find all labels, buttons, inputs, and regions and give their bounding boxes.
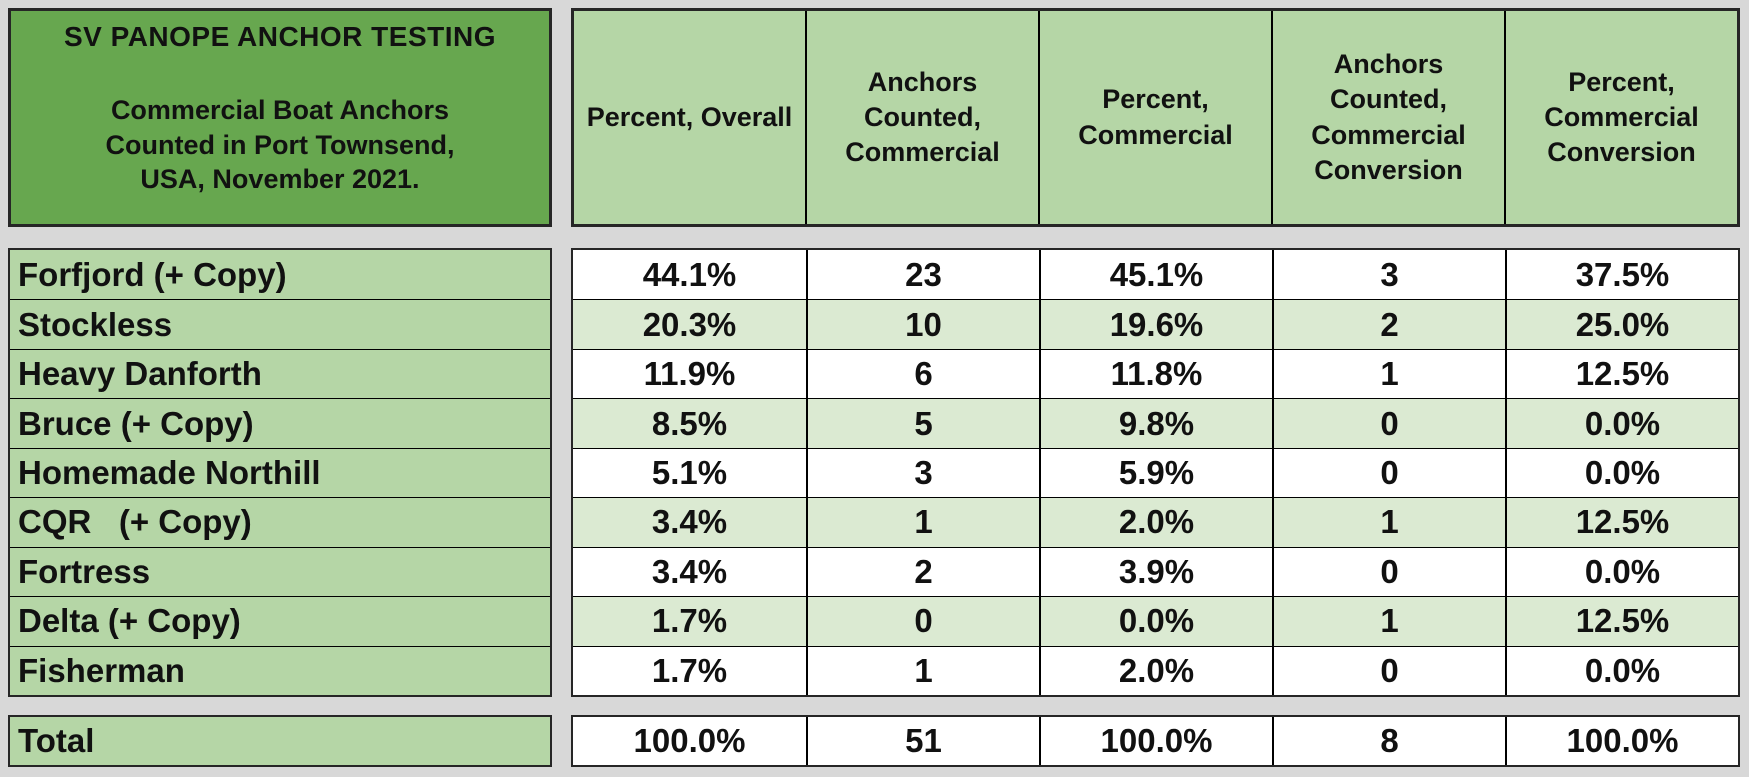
subtitle-line-1: Commercial Boat Anchors bbox=[110, 95, 450, 125]
data-cell: 5 bbox=[806, 399, 1039, 448]
data-cell: 3.9% bbox=[1039, 547, 1272, 597]
data-cell: 0 bbox=[1272, 448, 1505, 498]
table-row-fisherman: 1.7% 1 2.0% 0 0.0% bbox=[573, 645, 1738, 695]
table-row-fortress: 3.4% 2 3.9% 0 0.0% bbox=[573, 546, 1738, 597]
data-cell: 3.4% bbox=[651, 503, 728, 541]
table-row-stockless: 20.3% 10 19.6% 2 25.0% bbox=[573, 299, 1738, 349]
data-cell: 0.0% bbox=[1505, 547, 1738, 597]
row-label-delta: Delta (+ Copy) bbox=[10, 596, 550, 645]
data-cell: 8.5% bbox=[651, 404, 728, 442]
column-header-anchors-counted-commercial-conversion: Anchors Counted, Commercial Conversion bbox=[1271, 11, 1504, 224]
row-label-cqr: CQR (+ Copy) bbox=[10, 497, 550, 546]
data-cell: 12.5% bbox=[1505, 597, 1738, 646]
subtitle-line-3: USA, November 2021. bbox=[140, 164, 420, 195]
data-grid: 44.1% 23 45.1% 3 37.5% 20.3% 10 19.6% 2 … bbox=[571, 248, 1740, 697]
data-cell: 1 bbox=[1272, 597, 1505, 646]
data-cell: 3.4% bbox=[651, 552, 728, 590]
data-cell: 2 bbox=[806, 547, 1039, 597]
row-label-column: Forfjord (+ Copy) Stockless Heavy Danfor… bbox=[8, 248, 552, 697]
table-row-forfjord: 44.1% 23 45.1% 3 37.5% bbox=[573, 250, 1738, 300]
data-cell: 5.9% bbox=[1039, 448, 1272, 498]
data-cell: 9.8% bbox=[1039, 399, 1272, 448]
column-header-anchors-counted-commercial: Anchors Counted, Commercial bbox=[805, 11, 1038, 224]
column-header-row: Percent, Overall Anchors Counted, Commer… bbox=[571, 8, 1740, 227]
data-cell: 1 bbox=[806, 646, 1039, 695]
data-cell: 2.0% bbox=[1039, 498, 1272, 547]
data-cell: 2.0% bbox=[1039, 646, 1272, 695]
title-block: SV PANOPE ANCHOR TESTING Commercial Boat… bbox=[8, 8, 552, 227]
data-cell: 0.0% bbox=[1505, 448, 1738, 498]
data-cell: 0 bbox=[1272, 547, 1505, 597]
data-cell: 37.5% bbox=[1505, 250, 1738, 300]
table-row-heavy-danforth: 11.9% 6 11.8% 1 12.5% bbox=[573, 348, 1738, 399]
row-label-heavy-danforth: Heavy Danforth bbox=[10, 348, 550, 398]
column-header-percent-commercial: Percent, Commercial bbox=[1038, 11, 1271, 224]
data-cell: 5.1% bbox=[651, 453, 728, 491]
row-label-bruce: Bruce (+ Copy) bbox=[10, 398, 550, 447]
data-cell: 1 bbox=[1272, 349, 1505, 399]
data-cell: 1.7% bbox=[651, 602, 728, 640]
data-cell: 3 bbox=[806, 448, 1039, 498]
data-cell: 1 bbox=[806, 498, 1039, 547]
page-title: SV PANOPE ANCHOR TESTING bbox=[63, 21, 497, 52]
data-cell: 1 bbox=[1272, 498, 1505, 547]
total-cell-anchors-counted-commercial: 51 bbox=[806, 717, 1039, 765]
data-cell: 11.9% bbox=[643, 355, 736, 393]
data-cell: 0.0% bbox=[1505, 399, 1738, 448]
row-label-fisherman: Fisherman bbox=[10, 645, 550, 695]
data-cell: 1.7% bbox=[651, 651, 728, 689]
subtitle-line-2: Counted in Port Townsend, bbox=[105, 129, 455, 160]
page-subtitle: Commercial Boat Anchors Counted in Port … bbox=[106, 93, 455, 197]
row-label-stockless: Stockless bbox=[10, 299, 550, 348]
column-header-percent-overall: Percent, Overall bbox=[586, 101, 793, 132]
data-cell: 0.0% bbox=[1505, 646, 1738, 695]
data-cell: 2 bbox=[1272, 300, 1505, 349]
row-label-forfjord: Forfjord (+ Copy) bbox=[18, 255, 287, 293]
data-cell: 0 bbox=[1272, 399, 1505, 448]
data-cell: 0 bbox=[1272, 646, 1505, 695]
data-cell: 23 bbox=[806, 250, 1039, 300]
data-cell: 12.5% bbox=[1505, 349, 1738, 399]
data-cell: 20.3% bbox=[642, 305, 737, 343]
table-row-homemade-northill: 5.1% 3 5.9% 0 0.0% bbox=[573, 447, 1738, 498]
total-cell-percent-commercial-conversion: 100.0% bbox=[1505, 717, 1738, 765]
data-cell: 25.0% bbox=[1505, 300, 1738, 349]
data-cell: 12.5% bbox=[1505, 498, 1738, 547]
data-cell: 11.8% bbox=[1039, 349, 1272, 399]
total-row-label: Total bbox=[8, 715, 552, 767]
data-cell: 0 bbox=[806, 597, 1039, 646]
data-cell: 45.1% bbox=[1039, 250, 1272, 300]
data-cell: 44.1% bbox=[642, 255, 737, 293]
data-cell: 19.6% bbox=[1039, 300, 1272, 349]
column-header-percent-commercial-conversion: Percent, Commercial Conversion bbox=[1504, 11, 1737, 224]
data-cell: 10 bbox=[806, 300, 1039, 349]
total-cell-anchors-counted-commercial-conversion: 8 bbox=[1272, 717, 1505, 765]
table-row-delta: 1.7% 0 0.0% 1 12.5% bbox=[573, 596, 1738, 646]
data-cell: 6 bbox=[806, 349, 1039, 399]
total-cell-percent-commercial: 100.0% bbox=[1039, 717, 1272, 765]
table-row-bruce: 8.5% 5 9.8% 0 0.0% bbox=[573, 398, 1738, 448]
data-cell: 3 bbox=[1272, 250, 1505, 300]
table-row-cqr: 3.4% 1 2.0% 1 12.5% bbox=[573, 497, 1738, 547]
total-row-values: 100.0% 51 100.0% 8 100.0% bbox=[571, 715, 1740, 767]
data-cell: 0.0% bbox=[1039, 597, 1272, 646]
row-label-fortress: Fortress bbox=[10, 546, 550, 596]
row-label-homemade-northill: Homemade Northill bbox=[10, 447, 550, 497]
total-cell-percent-overall: 100.0% bbox=[633, 722, 746, 759]
